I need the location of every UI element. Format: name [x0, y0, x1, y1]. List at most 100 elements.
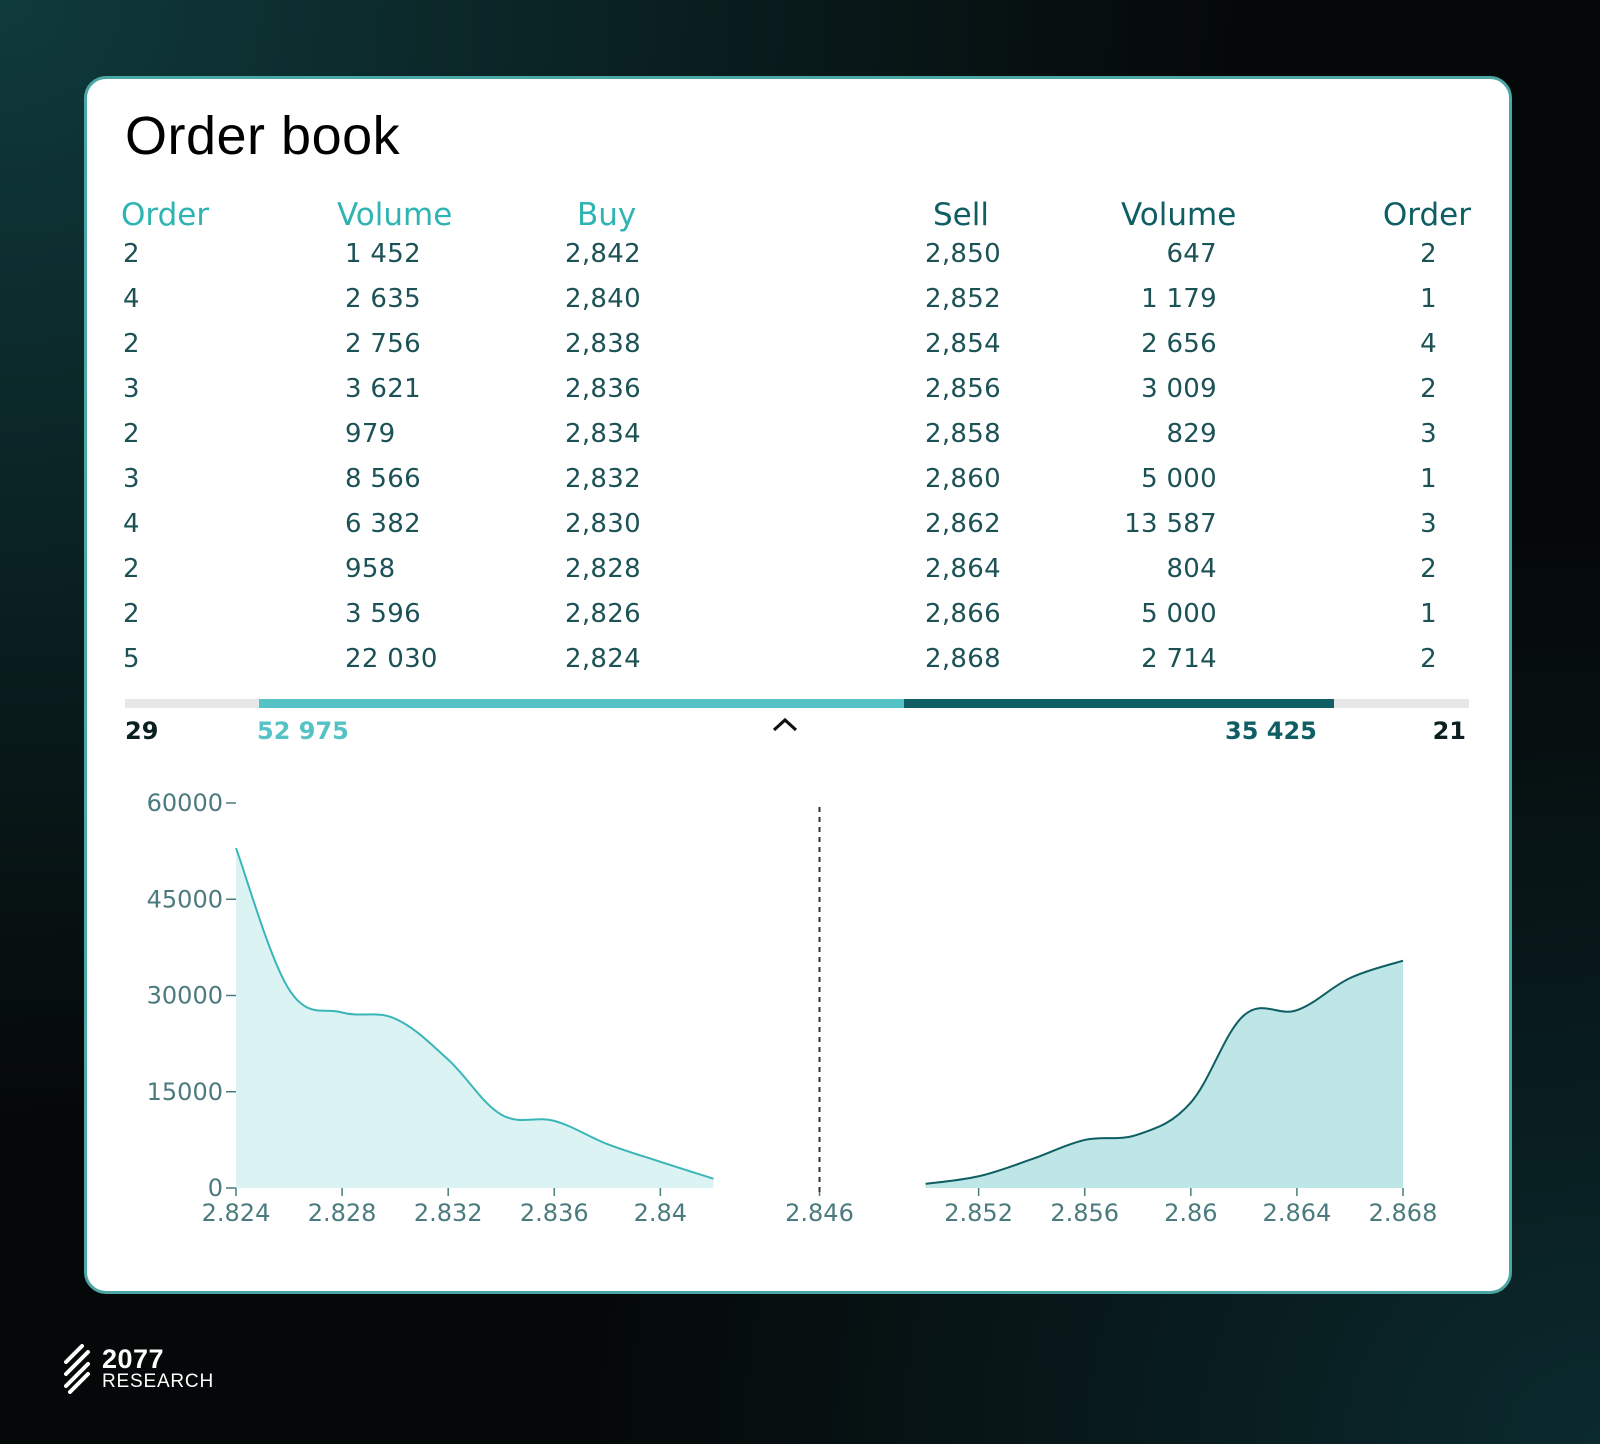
- logo-subtitle: RESEARCH: [102, 1371, 214, 1392]
- cell-buy-order: 3: [123, 464, 140, 494]
- cell-buy-price: 2,836: [565, 374, 641, 404]
- cell-sell-price: 2,866: [925, 599, 1001, 629]
- cell-sell-volume: 5 000: [1141, 599, 1217, 629]
- cell-sell-price: 2,854: [925, 329, 1001, 359]
- cell-buy-volume: 3 621: [345, 374, 421, 404]
- y-tick-label: 45000: [147, 885, 223, 913]
- cell-sell-volume: 2 656: [1141, 329, 1217, 359]
- cell-sell-price: 2,862: [925, 509, 1001, 539]
- header-sell-volume: Volume: [1121, 197, 1237, 233]
- cell-buy-order: 4: [123, 284, 140, 314]
- x-tick-label: 2.84: [634, 1199, 687, 1227]
- x-tick-label: 2.856: [1050, 1199, 1119, 1227]
- cell-buy-price: 2,828: [565, 554, 641, 584]
- cell-sell-price: 2,868: [925, 644, 1001, 674]
- cell-sell-order: 3: [1420, 509, 1437, 539]
- x-tick-label: 2.824: [202, 1199, 271, 1227]
- cell-sell-volume: 5 000: [1141, 464, 1217, 494]
- cell-buy-order: 2: [123, 329, 140, 359]
- cell-sell-order: 2: [1420, 374, 1437, 404]
- buy-volume-bar: [259, 699, 904, 708]
- cell-buy-volume: 6 382: [345, 509, 421, 539]
- order-book-card: Order book Order Volume Buy Sell Volume …: [84, 76, 1512, 1294]
- total-buy-orders: 29: [125, 717, 159, 745]
- buy-depth-line: [235, 847, 714, 1180]
- total-buy-volume: 52 975: [257, 717, 349, 745]
- x-tick-label: 2.852: [944, 1199, 1013, 1227]
- cell-sell-volume: 1 179: [1141, 284, 1217, 314]
- cell-sell-order: 1: [1420, 284, 1437, 314]
- y-tick-label: 30000: [147, 982, 223, 1010]
- header-sell-order: Order: [1382, 197, 1471, 233]
- cell-sell-volume: 13 587: [1124, 509, 1217, 539]
- x-tick-label: 2.836: [520, 1199, 589, 1227]
- y-tick-label: 0: [208, 1174, 223, 1202]
- cell-sell-price: 2,856: [925, 374, 1001, 404]
- cell-sell-order: 3: [1420, 419, 1437, 449]
- cell-sell-order: 1: [1420, 464, 1437, 494]
- depth-chart: 0 15000 30000 45000 60000 2.824 2.828 2.832 2.83…: [147, 789, 1438, 1227]
- buy-depth-area: [236, 848, 714, 1188]
- cell-buy-volume: 2 635: [345, 284, 421, 314]
- volume-balance-bar: [125, 699, 1469, 708]
- sell-depth-area: [925, 960, 1403, 1188]
- header-sell-price: Sell: [933, 197, 989, 233]
- sell-volume-bar: [904, 699, 1334, 708]
- header-buy-volume: Volume: [337, 197, 453, 233]
- cell-buy-price: 2,826: [565, 599, 641, 629]
- cell-buy-price: 2,840: [565, 284, 641, 314]
- cell-buy-order: 5: [123, 644, 140, 674]
- cell-sell-price: 2,860: [925, 464, 1001, 494]
- cell-sell-order: 1: [1420, 599, 1437, 629]
- cell-buy-volume: 2 756: [345, 329, 421, 359]
- cell-sell-price: 2,850: [925, 239, 1001, 269]
- cell-buy-volume: 8 566: [345, 464, 421, 494]
- cell-buy-volume: 22 030: [345, 644, 438, 674]
- research-logo-icon: [64, 1344, 90, 1394]
- cell-sell-order: 4: [1420, 329, 1437, 359]
- cell-sell-price: 2,852: [925, 284, 1001, 314]
- header-buy-order: Order: [121, 197, 210, 233]
- cell-buy-price: 2,842: [565, 239, 641, 269]
- cell-buy-volume: 979: [345, 419, 396, 449]
- cell-buy-order: 2: [123, 599, 140, 629]
- y-tick-label: 60000: [147, 789, 223, 817]
- cell-buy-order: 2: [123, 239, 140, 269]
- cell-buy-order: 3: [123, 374, 140, 404]
- cell-sell-volume: 2 714: [1141, 644, 1217, 674]
- cell-buy-volume: 1 452: [345, 239, 421, 269]
- cell-sell-order: 2: [1420, 554, 1437, 584]
- x-tick-label: 2.828: [308, 1199, 377, 1227]
- x-tick-label: 2.864: [1263, 1199, 1332, 1227]
- y-tick-label: 15000: [147, 1078, 223, 1106]
- total-sell-volume: 35 425: [1225, 717, 1317, 745]
- cell-buy-order: 2: [123, 554, 140, 584]
- x-tick-label: 2.868: [1369, 1199, 1438, 1227]
- cell-buy-price: 2,838: [565, 329, 641, 359]
- cell-buy-price: 2,830: [565, 509, 641, 539]
- cell-sell-price: 2,864: [925, 554, 1001, 584]
- cell-sell-volume: 804: [1166, 554, 1217, 584]
- cell-buy-volume: 958: [345, 554, 396, 584]
- cell-buy-price: 2,834: [565, 419, 641, 449]
- x-tick-label: 2.832: [414, 1199, 483, 1227]
- header-buy-price: Buy: [577, 197, 637, 233]
- cell-buy-price: 2,824: [565, 644, 641, 674]
- cell-sell-price: 2,858: [925, 419, 1001, 449]
- total-sell-orders: 21: [1432, 717, 1466, 745]
- cell-buy-volume: 3 596: [345, 599, 421, 629]
- cell-sell-volume: 3 009: [1141, 374, 1217, 404]
- cell-sell-volume: 647: [1166, 239, 1217, 269]
- cell-sell-order: 2: [1420, 239, 1437, 269]
- sell-depth-line: [925, 959, 1404, 1185]
- x-tick-label: 2.846: [785, 1199, 854, 1227]
- logo-number: 2077: [102, 1344, 165, 1374]
- cell-sell-volume: 829: [1166, 419, 1217, 449]
- cell-buy-order: 4: [123, 509, 140, 539]
- page-title: Order book: [125, 106, 401, 166]
- x-tick-label: 2.86: [1164, 1199, 1217, 1227]
- cell-buy-order: 2: [123, 419, 140, 449]
- cell-sell-order: 2: [1420, 644, 1437, 674]
- cell-buy-price: 2,832: [565, 464, 641, 494]
- chevron-up-icon[interactable]: [771, 715, 799, 735]
